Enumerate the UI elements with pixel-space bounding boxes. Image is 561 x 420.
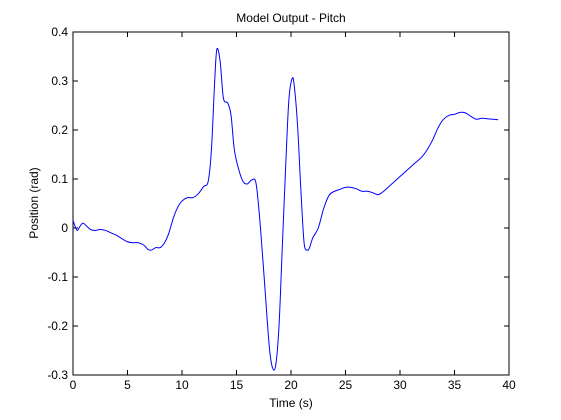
y-tick-label: 0.1 <box>51 172 68 186</box>
y-tick-label: 0.2 <box>51 123 68 137</box>
y-tick-label: 0.3 <box>51 74 68 88</box>
x-tick-label: 35 <box>448 378 462 392</box>
x-axis-label: Time (s) <box>269 396 313 410</box>
x-tick-label: 15 <box>230 378 244 392</box>
y-tick-label: -0.2 <box>47 319 68 333</box>
x-tick-label: 10 <box>175 378 189 392</box>
x-tick-label: 5 <box>124 378 131 392</box>
x-tick-label: 20 <box>284 378 298 392</box>
x-axis: 0 5 10 15 20 25 30 35 40 <box>70 32 516 392</box>
x-tick-label: 30 <box>393 378 407 392</box>
x-tick-label: 0 <box>70 378 77 392</box>
series-group <box>72 47 499 371</box>
x-tick-label: 25 <box>339 378 353 392</box>
y-tick-label: -0.1 <box>47 270 68 284</box>
series-line <box>72 47 499 371</box>
y-tick-label: 0.4 <box>51 25 68 39</box>
chart-title: Model Output - Pitch <box>236 11 345 25</box>
plot-area <box>72 31 510 376</box>
y-tick-label: -0.3 <box>47 368 68 382</box>
y-axis: -0.3 -0.2 -0.1 0 0.1 0.2 0.3 0.4 <box>47 25 509 382</box>
y-axis-label: Position (rad) <box>27 167 41 238</box>
x-tick-label: 40 <box>502 378 516 392</box>
y-tick-label: 0 <box>61 221 68 235</box>
